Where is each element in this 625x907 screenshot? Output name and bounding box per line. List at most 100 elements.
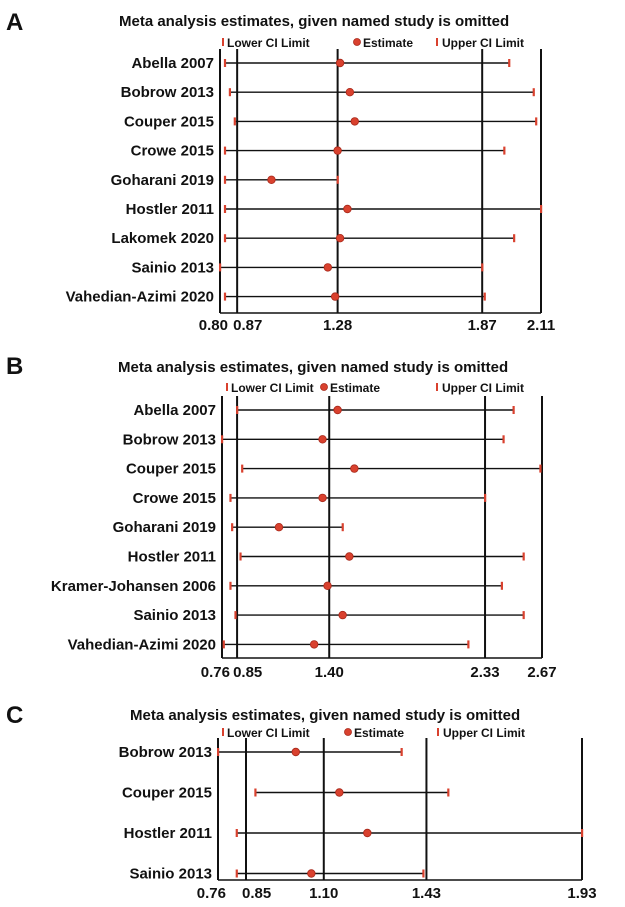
panel-b: B Meta analysis estimates, given named st… — [6, 353, 557, 681]
x-tick-label: 1.93 — [567, 885, 596, 902]
legend-upper-ci-marker — [436, 38, 438, 46]
estimate-marker — [330, 292, 340, 301]
study-label: Lakomek 2020 — [111, 230, 214, 247]
legend: Lower CI Limit Estimate Upper CI Limit — [222, 36, 524, 50]
x-tick-label: 1.87 — [468, 317, 497, 334]
study-row: Goharani 2019 — [111, 172, 339, 189]
study-label: Crowe 2015 — [133, 490, 216, 507]
lower-ci-marker — [223, 205, 227, 213]
lower-ci-marker — [223, 59, 227, 67]
study-label: Hostler 2011 — [124, 825, 212, 842]
estimate-marker — [335, 788, 344, 797]
study-row: Abella 2007 — [133, 402, 515, 419]
x-tick-label: 2.67 — [527, 664, 556, 681]
study-label: Hostler 2011 — [128, 549, 216, 566]
upper-ci-marker — [535, 117, 538, 126]
estimate-marker — [343, 204, 352, 214]
study-row: Bobrow 2013 — [119, 744, 403, 761]
study-row: Couper 2015 — [126, 461, 542, 478]
estimate-marker — [363, 828, 372, 838]
study-row: Couper 2015 — [124, 113, 538, 130]
upper-ci-marker — [336, 175, 339, 184]
study-row: Bobrow 2013 — [123, 431, 505, 448]
study-row: Bobrow 2013 — [121, 84, 535, 101]
upper-ci-marker — [581, 829, 584, 837]
legend-lower-ci-marker — [222, 38, 224, 46]
upper-ci-marker — [512, 406, 515, 414]
x-tick-label: 1.40 — [315, 664, 344, 681]
estimate-marker — [307, 869, 316, 878]
study-row: Hostler 2011 — [124, 825, 584, 842]
x-tick-label: 1.43 — [412, 885, 441, 902]
study-row: Sainio 2013 — [131, 259, 484, 276]
lower-ci-marker — [231, 523, 234, 532]
chart-title: Meta analysis estimates, given named stu… — [118, 359, 508, 376]
study-label: Bobrow 2013 — [123, 431, 216, 448]
study-label: Bobrow 2013 — [121, 84, 214, 101]
estimate-marker — [345, 552, 354, 561]
study-label: Kramer-Johansen 2006 — [51, 578, 216, 595]
lower-ci-marker — [228, 88, 232, 97]
study-label: Crowe 2015 — [131, 143, 214, 160]
x-tick-label: 0.85 — [233, 664, 262, 681]
study-row: Goharani 2019 — [113, 519, 344, 536]
x-tick-label: 0.76 — [201, 664, 230, 681]
chart-title: Meta analysis estimates, given named stu… — [119, 13, 509, 30]
estimate-marker — [335, 58, 345, 68]
x-tick-label: 2.33 — [470, 664, 499, 681]
study-label: Couper 2015 — [122, 785, 212, 802]
x-tick-label: 1.10 — [309, 885, 338, 902]
study-row: Kramer-Johansen 2006 — [51, 578, 503, 595]
lower-ci-marker — [236, 406, 239, 414]
study-row: Crowe 2015 — [131, 143, 506, 160]
upper-ci-marker — [422, 869, 425, 878]
upper-ci-marker — [500, 581, 503, 590]
estimate-marker — [338, 610, 347, 620]
lower-ci-marker — [222, 640, 225, 649]
upper-ci-marker — [503, 146, 506, 155]
estimate-marker — [318, 493, 327, 503]
study-row: Couper 2015 — [122, 785, 450, 802]
upper-ci-marker — [341, 523, 344, 532]
lower-ci-marker — [221, 435, 224, 444]
lower-ci-marker — [229, 493, 232, 502]
upper-ci-marker — [447, 788, 450, 797]
upper-ci-marker — [522, 552, 525, 561]
study-row: Abella 2007 — [131, 55, 511, 72]
legend-estimate-label: Estimate — [330, 381, 380, 395]
legend-lower-ci-marker — [222, 728, 224, 736]
study-label: Sainio 2013 — [133, 607, 216, 624]
lower-ci-marker — [241, 464, 244, 473]
study-row: Hostler 2011 — [128, 549, 525, 566]
estimate-marker — [274, 523, 284, 532]
study-row: Vahedian-Azimi 2020 — [68, 636, 470, 653]
estimate-marker — [335, 233, 345, 243]
x-tick-label: 2.11 — [527, 317, 555, 334]
estimate-marker — [345, 87, 355, 97]
legend-lower-ci-label: Lower CI Limit — [227, 36, 310, 50]
legend-estimate-marker — [320, 383, 328, 391]
lower-ci-marker — [234, 611, 237, 620]
upper-ci-marker — [522, 611, 525, 620]
legend-estimate-label: Estimate — [363, 36, 413, 50]
panel-c: C Meta analysis estimates, given named st… — [6, 702, 597, 902]
estimate-marker — [291, 747, 300, 757]
upper-ci-marker — [481, 263, 484, 272]
lower-ci-marker — [217, 748, 220, 756]
study-row: Sainio 2013 — [133, 607, 525, 624]
upper-ci-marker — [502, 435, 505, 444]
x-tick-label: 0.85 — [242, 885, 271, 902]
legend-upper-ci-label: Upper CI Limit — [443, 726, 525, 740]
lower-ci-marker — [223, 175, 227, 184]
legend-estimate-marker — [353, 38, 361, 46]
study-row: Sainio 2013 — [129, 866, 425, 883]
upper-ci-marker — [483, 292, 486, 301]
estimate-marker — [350, 464, 359, 473]
study-label: Sainio 2013 — [131, 259, 214, 276]
estimate-marker — [267, 175, 276, 184]
estimate-marker — [350, 117, 359, 126]
panel-letter: C — [6, 702, 23, 729]
panel-letter: B — [6, 353, 23, 380]
legend: Lower CI Limit Estimate Upper CI Limit — [222, 726, 525, 740]
legend-estimate-label: Estimate — [354, 726, 404, 740]
